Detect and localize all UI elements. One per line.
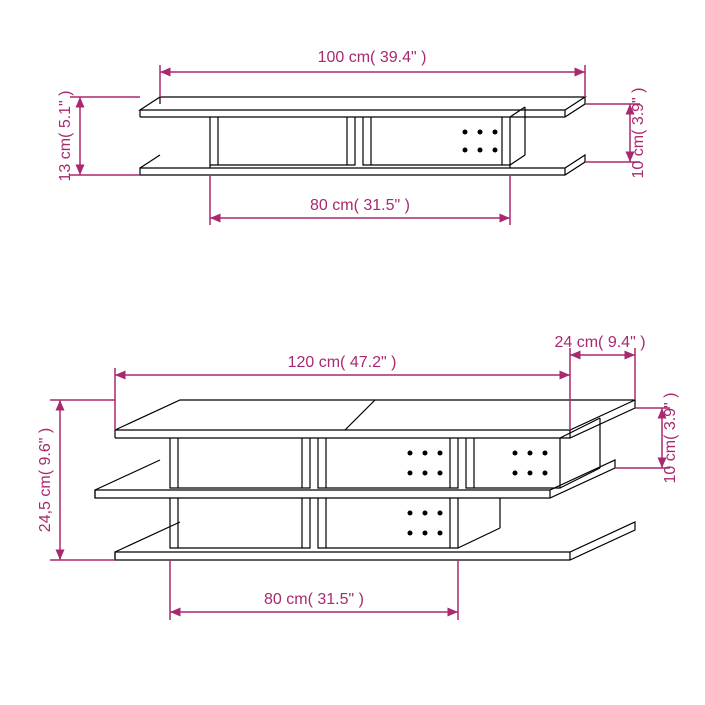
dim-bot-height-245: 24,5 cm( 9.6" ) (37, 400, 115, 560)
svg-text:10 cm( 3.9" ): 10 cm( 3.9" ) (630, 87, 647, 178)
dimension-diagram: 100 cm( 39.4" ) 80 cm( 31.5" ) 13 cm( 5.… (0, 0, 705, 705)
dim-top-height-10: 10 cm( 3.9" ) (585, 87, 647, 178)
dim-top-width-80: 80 cm( 31.5" ) (210, 175, 510, 225)
dim-bot-width-120: 120 cm( 47.2" ) (115, 354, 570, 430)
dim-bot-depth-24: 24 cm( 9.4" ) (554, 334, 645, 400)
dim-bot-height-10: 10 cm( 3.9" ) (615, 392, 679, 483)
dim-top-height-13: 13 cm( 5.1" ) (57, 90, 140, 181)
dim-bot-width-80: 80 cm( 31.5" ) (170, 560, 458, 620)
dim-top-width-100: 100 cm( 39.4" ) (160, 49, 585, 97)
top-shelf-drawing (140, 97, 585, 175)
svg-text:120 cm( 47.2" ): 120 cm( 47.2" ) (288, 354, 397, 371)
dim-label-in: ( 39.4" ) (370, 49, 426, 66)
svg-text:10 cm( 3.9" ): 10 cm( 3.9" ) (662, 392, 679, 483)
svg-text:24,5 cm( 9.6" ): 24,5 cm( 9.6" ) (37, 428, 54, 532)
svg-text:100 cm( 39.4" ): 100 cm( 39.4" ) (318, 49, 427, 66)
dim-label: 100 cm (318, 49, 370, 66)
svg-text:13 cm( 5.1" ): 13 cm( 5.1" ) (57, 90, 74, 181)
svg-text:24 cm( 9.4" ): 24 cm( 9.4" ) (554, 334, 645, 351)
svg-text:80 cm( 31.5" ): 80 cm( 31.5" ) (264, 591, 364, 608)
svg-text:80 cm( 31.5" ): 80 cm( 31.5" ) (310, 197, 410, 214)
bottom-shelf-drawing (95, 400, 635, 560)
